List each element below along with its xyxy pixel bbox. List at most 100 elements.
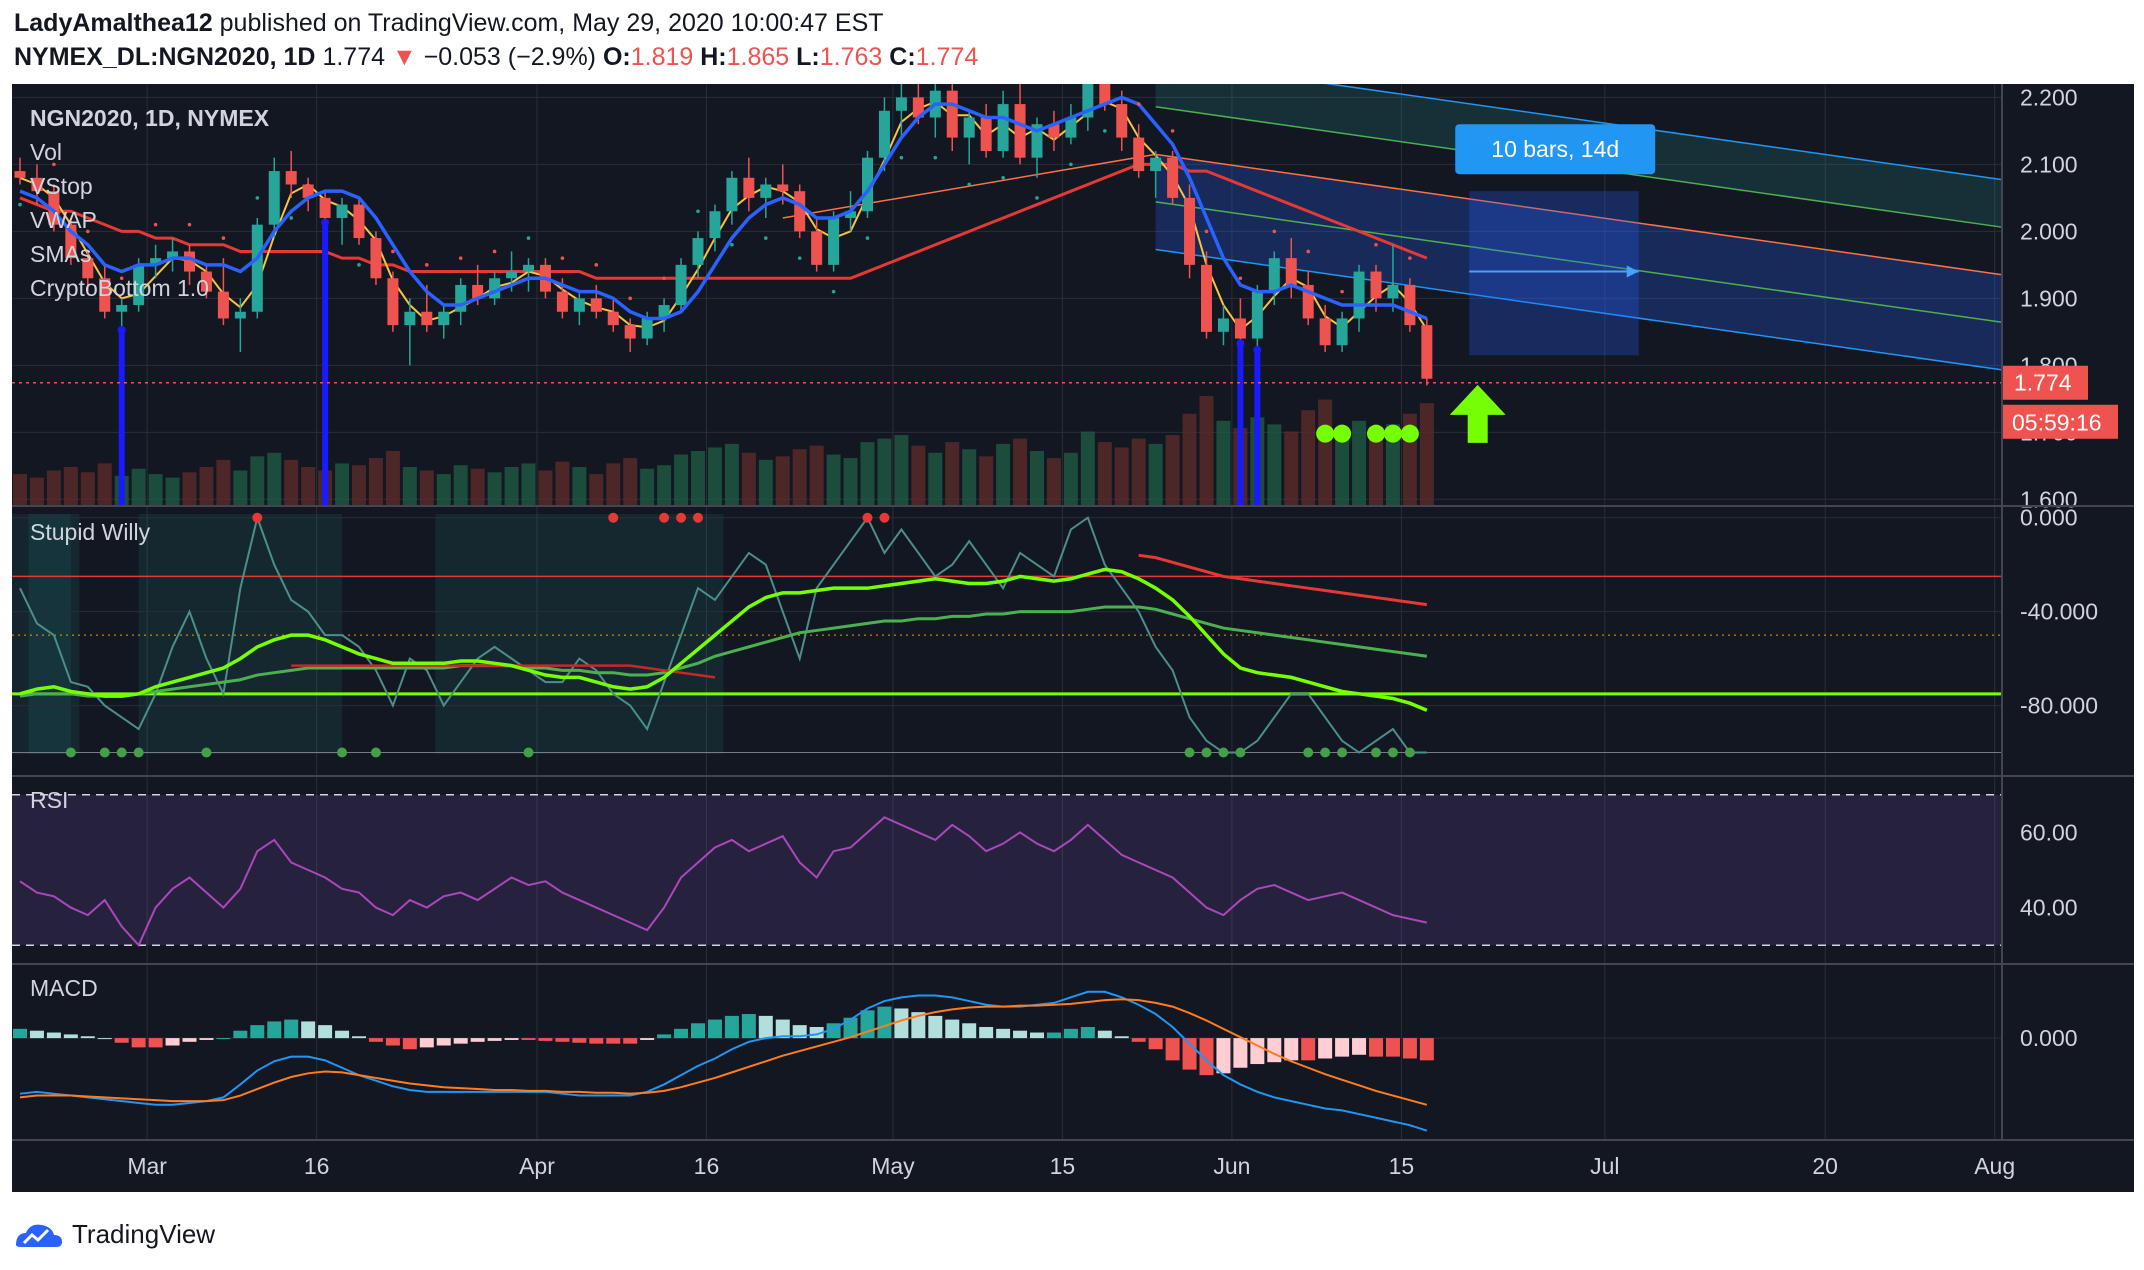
candle-body [1133,137,1145,172]
rsi-band [12,794,2002,946]
volume-bar [1267,424,1282,506]
candle [1404,278,1416,332]
open-value: 1.819 [630,43,694,71]
macd-hist-bar [63,1034,78,1039]
candle-body [319,197,331,218]
willy-green-dot [133,747,144,758]
price-legend-item: NGN2020, 1D, NYMEX [30,105,270,131]
volume-bar [809,445,824,506]
countdown-tag [2002,404,2118,439]
macd-hist-bar [1233,1038,1248,1068]
candle-body [1217,318,1229,332]
willy-red-dot [659,512,670,523]
macd-hist-bar [1013,1030,1028,1039]
volume-bar [877,438,892,506]
symbol-label: NYMEX_DL:NGN2020, 1D [14,43,316,71]
willy-green-dot [99,747,110,758]
candle-body [82,258,94,279]
vstop-dot [1103,129,1107,133]
candle-body [336,204,348,218]
candle-body [133,264,145,306]
macd-hist-bar [1063,1028,1078,1039]
volume-bar [1131,438,1146,506]
volume-bar [284,459,299,506]
candle [1133,124,1145,178]
footer: TradingView [12,1212,215,1256]
macd-hist-bar [1046,1032,1061,1039]
candle-body [1302,284,1314,319]
macd-hist-bar [538,1038,553,1041]
publisher-name[interactable]: LadyAmalthea12 [14,9,213,37]
candle-body [302,184,314,198]
time-tick-label: Jul [1590,1153,1619,1179]
candle-body [709,211,721,239]
candle-body [1268,258,1280,292]
candle [1319,305,1331,352]
volume-bar [182,472,197,506]
candle [624,318,636,352]
vstop-dot [662,276,666,281]
rsi-tick-label: 60.00 [2020,819,2078,845]
macd-hist-bar [385,1038,400,1046]
macd-hist-bar [843,1017,858,1039]
macd-hist-bar [148,1038,163,1048]
candle-body [268,171,280,225]
vstop-dot [119,276,124,281]
volume-bar [436,474,451,506]
candle [1234,298,1246,346]
candle [336,197,348,245]
crypto-bottom-dot [321,218,330,227]
vstop-dot [221,236,226,240]
candle [1302,271,1314,326]
volume-bar [724,443,739,506]
macd-hist-bar [606,1038,621,1044]
candle [251,217,263,319]
volume-bar [470,468,485,506]
candle-body [285,171,297,185]
chart-background [12,84,2134,1192]
candle-body [1336,318,1348,346]
candle-body [675,264,687,306]
macd-hist-bar [1199,1038,1214,1076]
vstop-dot [1069,162,1073,167]
macd-hist-bar [1216,1038,1231,1074]
candle [946,84,958,151]
candle-body [573,298,585,312]
tradingview-logo-icon [16,1224,62,1247]
low-label: L: [796,43,820,71]
time-tick-label: Aug [1974,1153,2015,1179]
macd-hist-bar [589,1038,604,1044]
time-tick-label: 16 [694,1153,720,1179]
volume-bar [1165,435,1180,506]
high-value: 1.865 [726,43,790,71]
candle-body [726,177,738,212]
candle-body [590,298,602,312]
candle [1116,90,1128,151]
volume-bar [979,456,994,506]
willy-green-dot [1337,747,1348,758]
price-legend-item: VStop [30,173,93,199]
macd-hist-bar [487,1038,502,1041]
candle [1031,117,1043,178]
candle [523,258,534,292]
measure-label: 10 bars, 14d [1491,136,1619,162]
price-legend-item: CryptoBottom 1.0 [30,275,209,301]
macd-hist-bar [352,1036,366,1039]
vstop-dot [289,216,294,220]
willy-legend: Stupid Willy [30,519,151,545]
candle [878,97,890,172]
candle-body [1048,124,1060,138]
vstop-dot [967,182,971,187]
volume-bar [148,474,163,506]
candle-body [607,311,619,326]
candle [14,157,26,185]
footer-brand[interactable]: TradingView [72,1218,216,1249]
candle-body [1031,124,1043,158]
macd-hist-bar [1385,1038,1400,1057]
vstop-dot [187,222,192,227]
candle-body [878,110,890,158]
candle [607,298,619,332]
vstop-dot [425,263,429,267]
candle [726,171,738,225]
